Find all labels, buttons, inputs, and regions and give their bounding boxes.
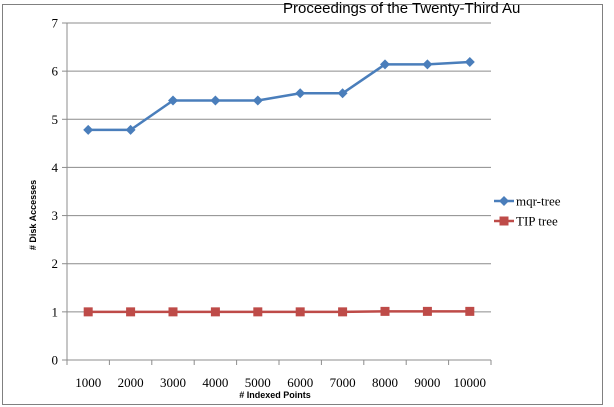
legend-marker [499,196,509,206]
legend-entry-tip-tree: TIP tree [494,214,558,229]
x-tick-label: 6000 [287,375,313,390]
legend-entry-mqr-tree: mqr-tree [494,194,561,209]
data-point-mqr-tree [252,95,263,106]
data-point-mqr-tree [380,59,390,70]
data-point-mqr-tree [337,88,348,99]
x-tick-label: 9000 [414,375,440,390]
data-point-tip-tree [465,306,475,316]
x-tick-label: 4000 [202,375,228,390]
x-axis-title: # Indexed Points [239,390,311,400]
axes [62,22,492,365]
x-tick-label: 1000 [75,375,101,390]
data-point-tip-tree [380,306,390,316]
legend-label: TIP tree [516,214,558,229]
x-tick-label: 8000 [372,375,398,390]
data-point-tip-tree [253,307,263,317]
data-point-tip-tree [126,307,136,317]
y-tick-label: 3 [52,208,59,223]
data-point-tip-tree [422,306,432,316]
data-point-tip-tree [168,307,178,317]
data-point-mqr-tree [422,59,433,70]
plot-series [83,56,475,317]
data-point-mqr-tree [210,95,221,106]
data-point-mqr-tree [168,95,178,106]
legend-marker [499,216,509,226]
y-tick-labels: 0 1 2 3 4 5 6 7 [52,16,59,368]
data-point-tip-tree [83,307,93,317]
series-tip-tree [83,306,475,317]
y-tick-label: 4 [52,160,59,175]
x-tick-label: 2000 [118,375,144,390]
x-tick-label: 3000 [160,375,186,390]
data-point-mqr-tree [295,88,306,99]
series-line-mqr-tree [88,60,470,132]
legend-label: mqr-tree [516,194,561,209]
y-tick-label: 7 [52,16,59,31]
chart-border [2,4,603,405]
y-tick-label: 0 [52,353,59,368]
y-tick-label: 1 [52,304,59,319]
proceedings-header: Proceedings of the Twenty-Third Au [283,0,521,17]
x-tick-labels: 1000 2000 3000 4000 5000 6000 7000 8000 9000 1000… [75,375,486,390]
y-tick-label: 5 [52,112,59,127]
legend: mqr-tree TIP tree [494,194,561,229]
data-point-tip-tree [295,307,305,317]
x-tick-label: 7000 [330,375,356,390]
data-point-mqr-tree [125,124,136,135]
x-tick-label: 5000 [245,375,271,390]
y-axis-title: # Disk Accesses [28,180,38,250]
data-point-mqr-tree [464,56,475,67]
y-tick-label: 2 [52,256,59,271]
data-point-tip-tree [338,307,348,317]
data-point-tip-tree [210,307,220,317]
series-mqr-tree [83,56,475,135]
x-tick-label: 10000 [454,375,487,390]
y-tick-label: 6 [52,64,59,79]
gridlines [67,22,491,313]
data-point-mqr-tree [83,124,94,135]
